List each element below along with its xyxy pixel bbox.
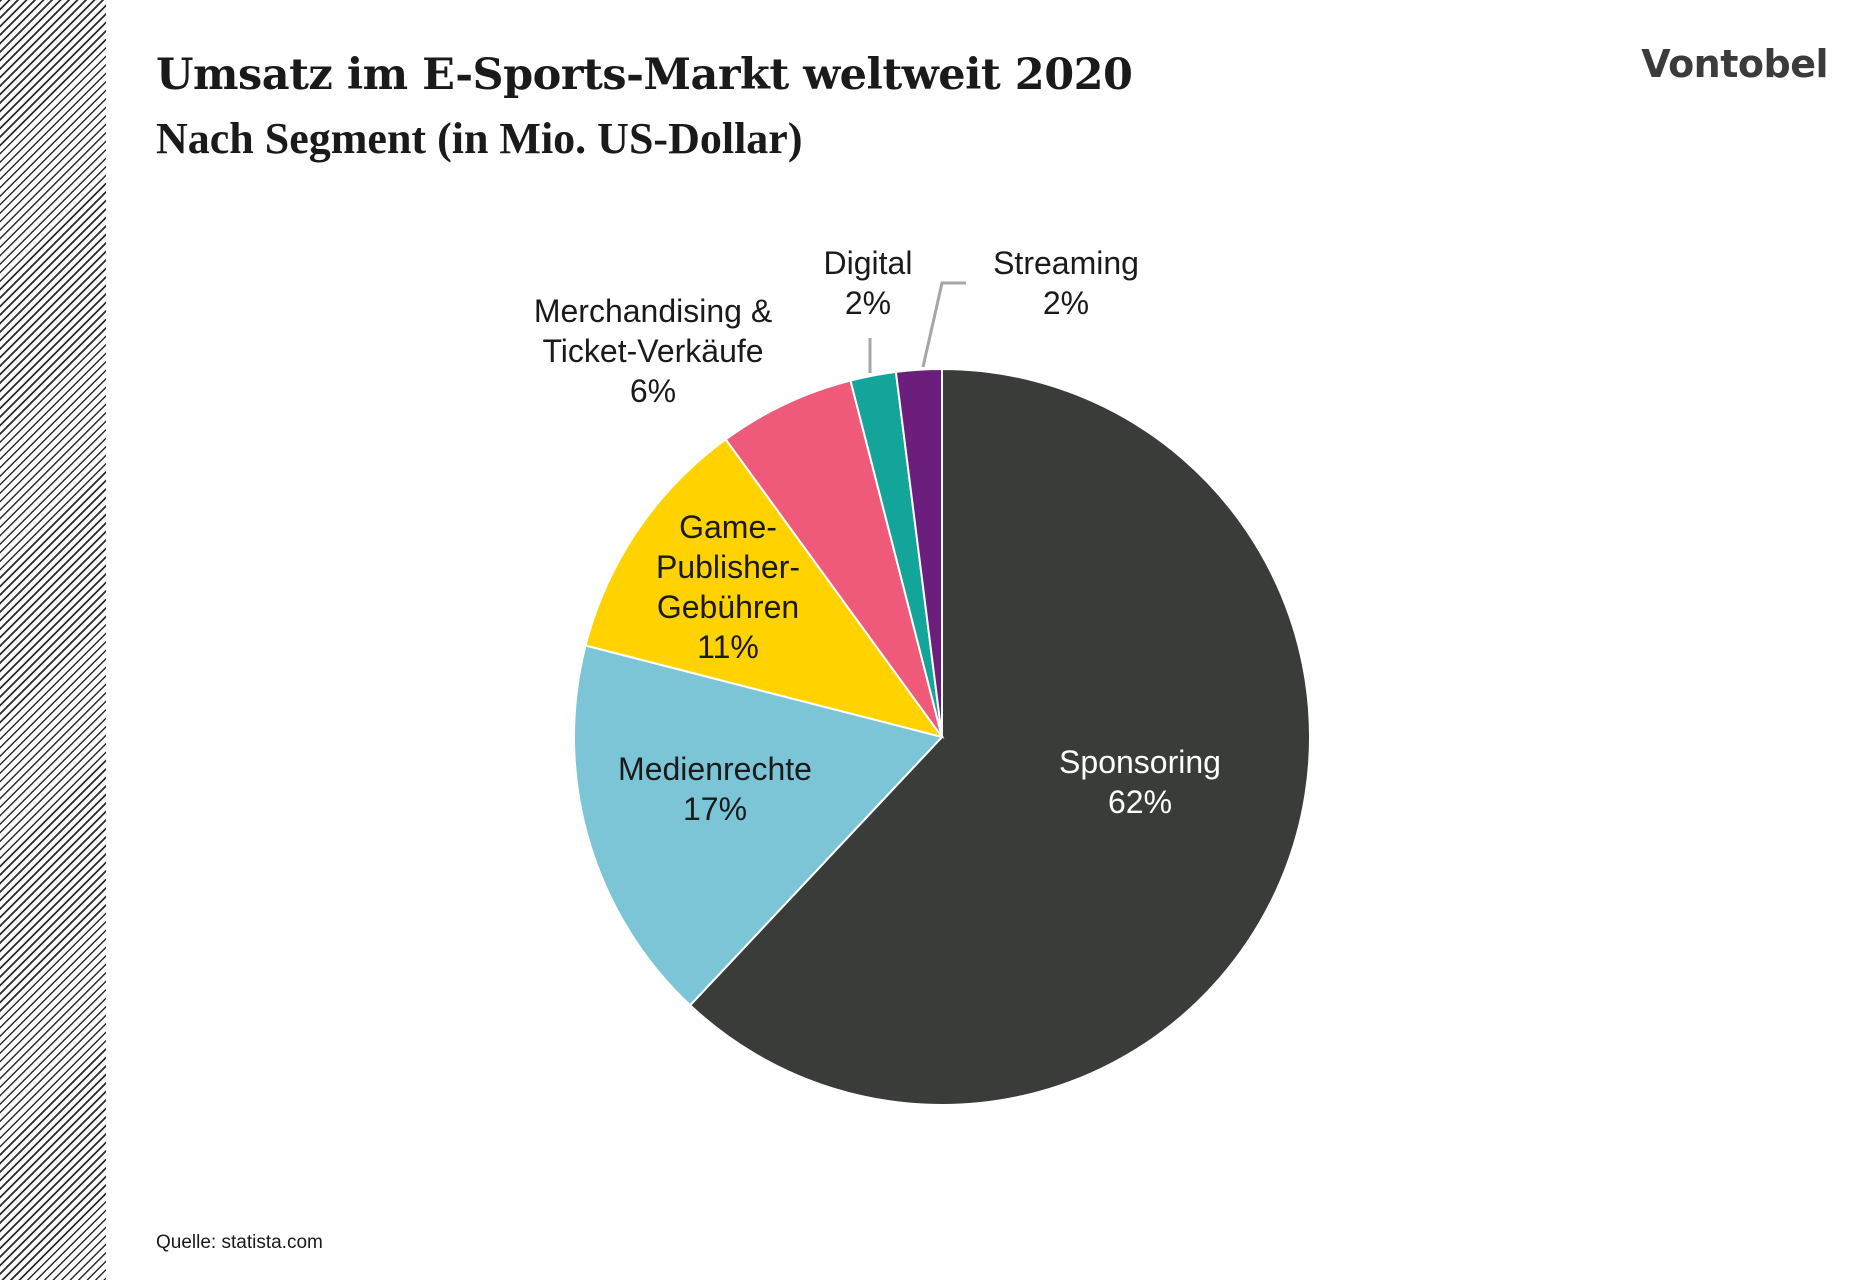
slice-label-game-publisher: Game-Publisher-Gebühren 11% bbox=[656, 509, 800, 665]
chart-title: Umsatz im E-Sports-Markt weltweit 2020 bbox=[156, 50, 1133, 100]
pie-slice-sponsoring bbox=[688, 367, 1311, 1106]
source-note: Quelle: statista.com bbox=[156, 1232, 323, 1253]
pie-slice-medienrechte bbox=[573, 644, 944, 1007]
slice-label-digital: Digital 2% bbox=[824, 245, 913, 321]
pie-slice-merchandising bbox=[724, 379, 943, 738]
vontobel-logo: Vontobel bbox=[1641, 42, 1828, 86]
hatched-side-band bbox=[0, 0, 106, 1280]
chart-subtitle: Nach Segment (in Mio. US-Dollar) bbox=[156, 114, 803, 163]
slice-label-merchandising: Merchandising & Ticket-Verkäufe 6% bbox=[534, 293, 772, 409]
slice-label-medienrechte: Medienrechte 17% bbox=[618, 751, 812, 827]
slice-label-streaming: Streaming 2% bbox=[993, 245, 1139, 321]
slice-label-sponsoring: Sponsoring 62% bbox=[1059, 744, 1221, 820]
leader-line-streaming bbox=[921, 281, 966, 368]
pie-slice-game-publisher bbox=[584, 437, 945, 739]
pie-slice-streaming bbox=[894, 367, 943, 738]
